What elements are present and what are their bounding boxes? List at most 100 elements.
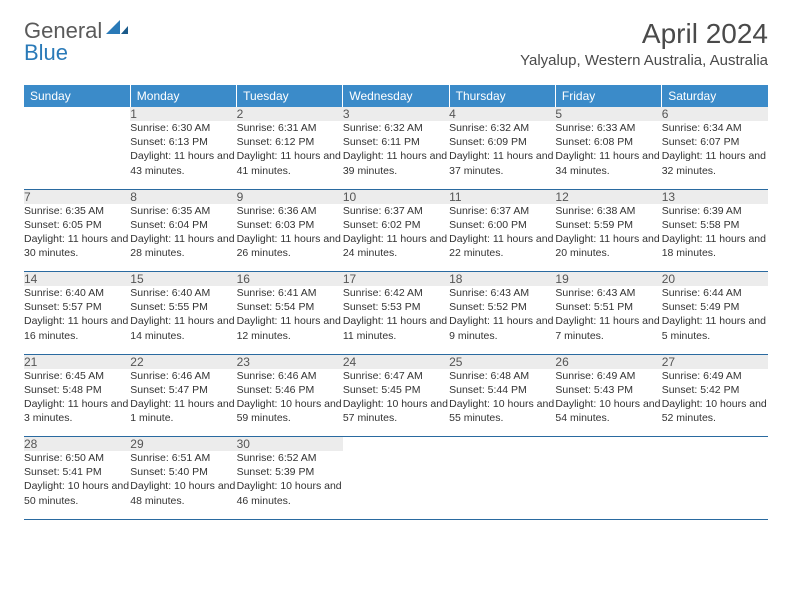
- day-number: 23: [237, 354, 343, 369]
- day-number: [24, 107, 130, 121]
- day-number: 28: [24, 437, 130, 452]
- sunrise-text: Sunrise: 6:32 AM: [449, 121, 555, 135]
- sunset-text: Sunset: 6:11 PM: [343, 135, 449, 149]
- sunrise-text: Sunrise: 6:43 AM: [449, 286, 555, 300]
- sunset-text: Sunset: 6:03 PM: [237, 218, 343, 232]
- day-cell: Sunrise: 6:31 AMSunset: 6:12 PMDaylight:…: [237, 121, 343, 189]
- day-number: 13: [662, 189, 768, 204]
- content-row: Sunrise: 6:50 AMSunset: 5:41 PMDaylight:…: [24, 451, 768, 519]
- day-header: Monday: [130, 85, 236, 107]
- daylight-text: Daylight: 11 hours and 37 minutes.: [449, 149, 555, 177]
- day-number: 1: [130, 107, 236, 121]
- sunrise-text: Sunrise: 6:33 AM: [555, 121, 661, 135]
- sunset-text: Sunset: 6:08 PM: [555, 135, 661, 149]
- day-cell: Sunrise: 6:39 AMSunset: 5:58 PMDaylight:…: [662, 204, 768, 272]
- day-cell: Sunrise: 6:37 AMSunset: 6:02 PMDaylight:…: [343, 204, 449, 272]
- day-cell: Sunrise: 6:30 AMSunset: 6:13 PMDaylight:…: [130, 121, 236, 189]
- day-number: [662, 437, 768, 452]
- day-cell: Sunrise: 6:46 AMSunset: 5:46 PMDaylight:…: [237, 369, 343, 437]
- daynum-row: 123456: [24, 107, 768, 121]
- day-cell: [343, 451, 449, 519]
- sunset-text: Sunset: 5:57 PM: [24, 300, 130, 314]
- day-number: 2: [237, 107, 343, 121]
- sunrise-text: Sunrise: 6:40 AM: [24, 286, 130, 300]
- sunset-text: Sunset: 5:39 PM: [237, 465, 343, 479]
- day-cell: Sunrise: 6:45 AMSunset: 5:48 PMDaylight:…: [24, 369, 130, 437]
- day-cell: [555, 451, 661, 519]
- day-number: 19: [555, 272, 661, 287]
- sunrise-text: Sunrise: 6:46 AM: [237, 369, 343, 383]
- daylight-text: Daylight: 10 hours and 52 minutes.: [662, 397, 768, 425]
- day-number: 12: [555, 189, 661, 204]
- day-number: 20: [662, 272, 768, 287]
- daylight-text: Daylight: 11 hours and 9 minutes.: [449, 314, 555, 342]
- daylight-text: Daylight: 11 hours and 14 minutes.: [130, 314, 236, 342]
- day-number: 5: [555, 107, 661, 121]
- content-row: Sunrise: 6:35 AMSunset: 6:05 PMDaylight:…: [24, 204, 768, 272]
- sunrise-text: Sunrise: 6:30 AM: [130, 121, 236, 135]
- day-number: 15: [130, 272, 236, 287]
- sunset-text: Sunset: 6:02 PM: [343, 218, 449, 232]
- day-number: 24: [343, 354, 449, 369]
- daylight-text: Daylight: 11 hours and 7 minutes.: [555, 314, 661, 342]
- day-header-row: Sunday Monday Tuesday Wednesday Thursday…: [24, 85, 768, 107]
- day-header: Wednesday: [343, 85, 449, 107]
- sunset-text: Sunset: 5:53 PM: [343, 300, 449, 314]
- sunset-text: Sunset: 6:05 PM: [24, 218, 130, 232]
- day-number: 29: [130, 437, 236, 452]
- daylight-text: Daylight: 11 hours and 12 minutes.: [237, 314, 343, 342]
- day-number: 27: [662, 354, 768, 369]
- sunset-text: Sunset: 5:58 PM: [662, 218, 768, 232]
- day-cell: Sunrise: 6:43 AMSunset: 5:52 PMDaylight:…: [449, 286, 555, 354]
- day-number: 10: [343, 189, 449, 204]
- sunset-text: Sunset: 6:12 PM: [237, 135, 343, 149]
- title-block: April 2024 Yalyalup, Western Australia, …: [520, 18, 768, 69]
- daylight-text: Daylight: 11 hours and 20 minutes.: [555, 232, 661, 260]
- sunrise-text: Sunrise: 6:34 AM: [662, 121, 768, 135]
- sunset-text: Sunset: 6:13 PM: [130, 135, 236, 149]
- day-cell: Sunrise: 6:42 AMSunset: 5:53 PMDaylight:…: [343, 286, 449, 354]
- sunrise-text: Sunrise: 6:43 AM: [555, 286, 661, 300]
- day-number: 16: [237, 272, 343, 287]
- day-cell: Sunrise: 6:48 AMSunset: 5:44 PMDaylight:…: [449, 369, 555, 437]
- day-number: 17: [343, 272, 449, 287]
- daynum-row: 14151617181920: [24, 272, 768, 287]
- daynum-row: 21222324252627: [24, 354, 768, 369]
- daylight-text: Daylight: 10 hours and 54 minutes.: [555, 397, 661, 425]
- sunset-text: Sunset: 5:54 PM: [237, 300, 343, 314]
- day-cell: Sunrise: 6:49 AMSunset: 5:43 PMDaylight:…: [555, 369, 661, 437]
- sunrise-text: Sunrise: 6:37 AM: [343, 204, 449, 218]
- sunrise-text: Sunrise: 6:36 AM: [237, 204, 343, 218]
- day-number: 7: [24, 189, 130, 204]
- daynum-row: 282930: [24, 437, 768, 452]
- day-header: Friday: [555, 85, 661, 107]
- day-number: [555, 437, 661, 452]
- day-cell: [449, 451, 555, 519]
- location-text: Yalyalup, Western Australia, Australia: [520, 52, 768, 69]
- day-cell: Sunrise: 6:43 AMSunset: 5:51 PMDaylight:…: [555, 286, 661, 354]
- sunset-text: Sunset: 5:41 PM: [24, 465, 130, 479]
- day-cell: Sunrise: 6:38 AMSunset: 5:59 PMDaylight:…: [555, 204, 661, 272]
- day-number: 26: [555, 354, 661, 369]
- daylight-text: Daylight: 10 hours and 55 minutes.: [449, 397, 555, 425]
- day-cell: Sunrise: 6:50 AMSunset: 5:41 PMDaylight:…: [24, 451, 130, 519]
- day-cell: Sunrise: 6:47 AMSunset: 5:45 PMDaylight:…: [343, 369, 449, 437]
- day-cell: Sunrise: 6:35 AMSunset: 6:04 PMDaylight:…: [130, 204, 236, 272]
- daylight-text: Daylight: 11 hours and 18 minutes.: [662, 232, 768, 260]
- day-number: 22: [130, 354, 236, 369]
- daylight-text: Daylight: 11 hours and 22 minutes.: [449, 232, 555, 260]
- daylight-text: Daylight: 11 hours and 26 minutes.: [237, 232, 343, 260]
- brand-blue-row: Blue: [24, 40, 68, 66]
- day-cell: Sunrise: 6:40 AMSunset: 5:55 PMDaylight:…: [130, 286, 236, 354]
- daylight-text: Daylight: 11 hours and 28 minutes.: [130, 232, 236, 260]
- day-header: Tuesday: [237, 85, 343, 107]
- daylight-text: Daylight: 10 hours and 59 minutes.: [237, 397, 343, 425]
- sunset-text: Sunset: 6:07 PM: [662, 135, 768, 149]
- sunset-text: Sunset: 6:04 PM: [130, 218, 236, 232]
- sunrise-text: Sunrise: 6:48 AM: [449, 369, 555, 383]
- day-cell: [24, 121, 130, 189]
- sunrise-text: Sunrise: 6:49 AM: [555, 369, 661, 383]
- day-number: 18: [449, 272, 555, 287]
- daylight-text: Daylight: 11 hours and 16 minutes.: [24, 314, 130, 342]
- brand-blue: Blue: [24, 40, 68, 66]
